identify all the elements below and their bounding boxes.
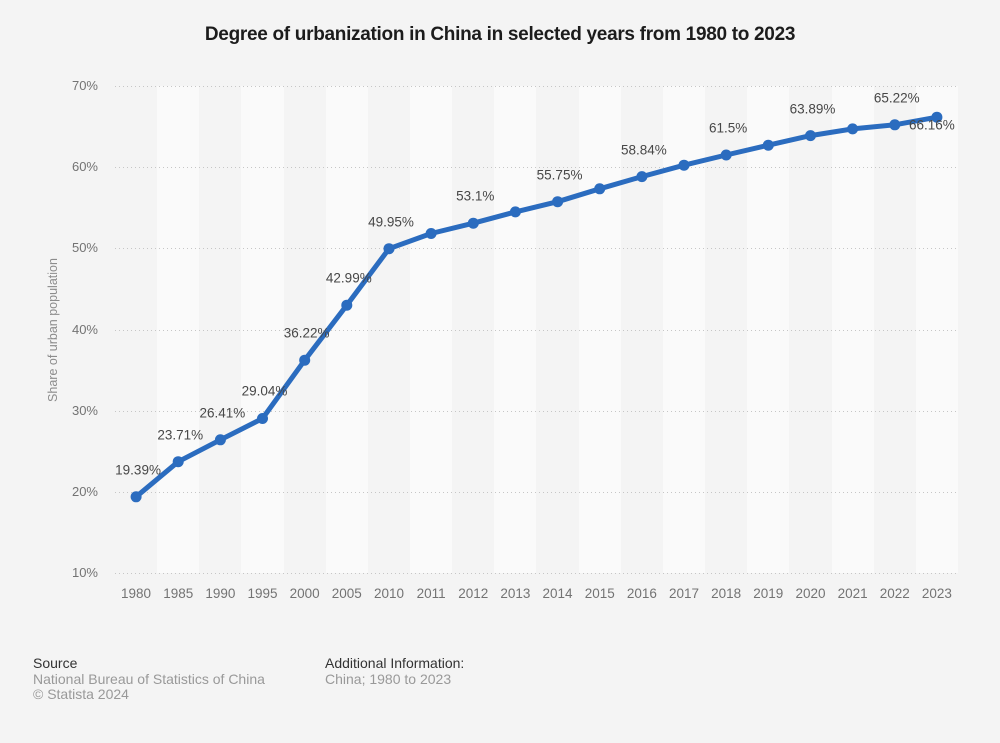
x-axis-tick-label: 2010	[373, 586, 404, 601]
data-point[interactable]	[425, 228, 437, 239]
data-point[interactable]	[130, 491, 142, 503]
data-point[interactable]	[636, 171, 648, 183]
data-point-label: 23.71%	[157, 427, 204, 443]
y-axis-tick-label: 50%	[71, 240, 98, 256]
trend-line	[133, 114, 940, 500]
data-point[interactable]	[594, 183, 606, 195]
data-point-label: 53.1%	[456, 188, 495, 204]
data-point[interactable]	[552, 196, 564, 208]
data-point-label: 55.75%	[536, 167, 583, 183]
line-series	[130, 111, 943, 503]
x-axis-tick-label: 1990	[205, 586, 236, 601]
gridline	[115, 573, 958, 574]
x-axis-tick-label: 2013	[500, 586, 531, 601]
statista-copyright: © Statista 2024	[33, 686, 129, 702]
y-axis-tick-label: 60%	[71, 159, 98, 175]
data-point[interactable]	[299, 354, 311, 366]
data-point[interactable]	[172, 456, 184, 468]
additional-information-value: China; 1980 to 2023	[325, 670, 452, 687]
data-point-label: 49.95%	[368, 214, 414, 230]
x-axis-tick-label: 2011	[416, 586, 446, 601]
data-point-label: 29.04%	[241, 383, 288, 399]
gridline	[115, 248, 958, 250]
data-point-label: 26.41%	[199, 405, 246, 421]
gridline	[115, 410, 958, 412]
data-point[interactable]	[257, 413, 268, 424]
x-axis-tick-label: 2018	[711, 586, 742, 601]
y-axis-tick-label: 10%	[71, 565, 98, 580]
data-point[interactable]	[931, 111, 943, 123]
data-point[interactable]	[762, 139, 774, 151]
data-point[interactable]	[383, 243, 395, 255]
data-point[interactable]	[805, 130, 816, 142]
y-axis-tick-label: 20%	[71, 483, 98, 499]
data-point[interactable]	[509, 206, 521, 218]
additional-information-label[interactable]: Additional Information:	[325, 655, 465, 671]
x-axis-tick-label: 2022	[879, 586, 910, 601]
data-point-label: 61.5%	[709, 120, 748, 136]
plot-area: 70% 60% 50% 40% 30% 20% 10% 1980 1985 1990 1995 200…	[72, 78, 958, 601]
data-point[interactable]	[889, 119, 901, 131]
data-point-label: 36.22%	[283, 325, 330, 341]
data-point-label: 58.84%	[620, 142, 667, 158]
x-axis-tick-label: 2014	[542, 586, 573, 601]
footer-additional-block: Additional Information: China; 1980 to 2…	[325, 655, 465, 687]
x-axis-tick-label: 2023	[921, 586, 952, 601]
gridline	[115, 167, 958, 169]
data-point[interactable]	[678, 159, 690, 171]
x-axis-tick-label: 2021	[837, 586, 868, 601]
x-axis-tick-label: 2016	[626, 586, 657, 601]
x-axis-tick-label: 2000	[289, 586, 320, 601]
data-point-label: 19.39%	[115, 462, 161, 478]
x-axis-tick-label: 1995	[247, 586, 278, 601]
x-axis-tick-label: 1985	[163, 586, 194, 601]
gridline	[115, 86, 958, 87]
x-axis-tick-label: 2015	[584, 586, 615, 601]
x-axis-tick-label: 2005	[331, 586, 362, 601]
footer-source-block: Source National Bureau of Statistics of …	[33, 655, 265, 703]
data-point[interactable]	[341, 299, 353, 311]
data-point-label: 65.22%	[873, 90, 920, 106]
data-point[interactable]	[847, 123, 859, 135]
data-point-label: 63.89%	[789, 101, 836, 117]
chart-title: Degree of urbanization in China in selec…	[204, 24, 796, 45]
x-axis-tick-label: 1980	[121, 586, 152, 601]
gridline	[115, 491, 958, 493]
x-axis-tick-label: 2019	[753, 586, 784, 601]
x-axis-tick-label: 2012	[458, 586, 489, 601]
source-label[interactable]: Source	[33, 655, 78, 671]
data-point-label: 42.99%	[325, 270, 372, 286]
data-point-label: 66.16%	[909, 117, 955, 133]
gridline	[115, 329, 958, 331]
x-axis-tick-label: 2017	[668, 586, 700, 601]
source-name: National Bureau of Statistics of China	[33, 670, 265, 687]
y-axis-tick-label: 40%	[71, 321, 98, 337]
data-point[interactable]	[214, 434, 226, 446]
data-point[interactable]	[720, 149, 732, 161]
x-axis-tick-label: 2020	[795, 586, 826, 601]
y-axis-tick-label: 70%	[71, 78, 98, 93]
data-point[interactable]	[467, 217, 479, 229]
y-axis-tick-label: 30%	[71, 402, 98, 418]
